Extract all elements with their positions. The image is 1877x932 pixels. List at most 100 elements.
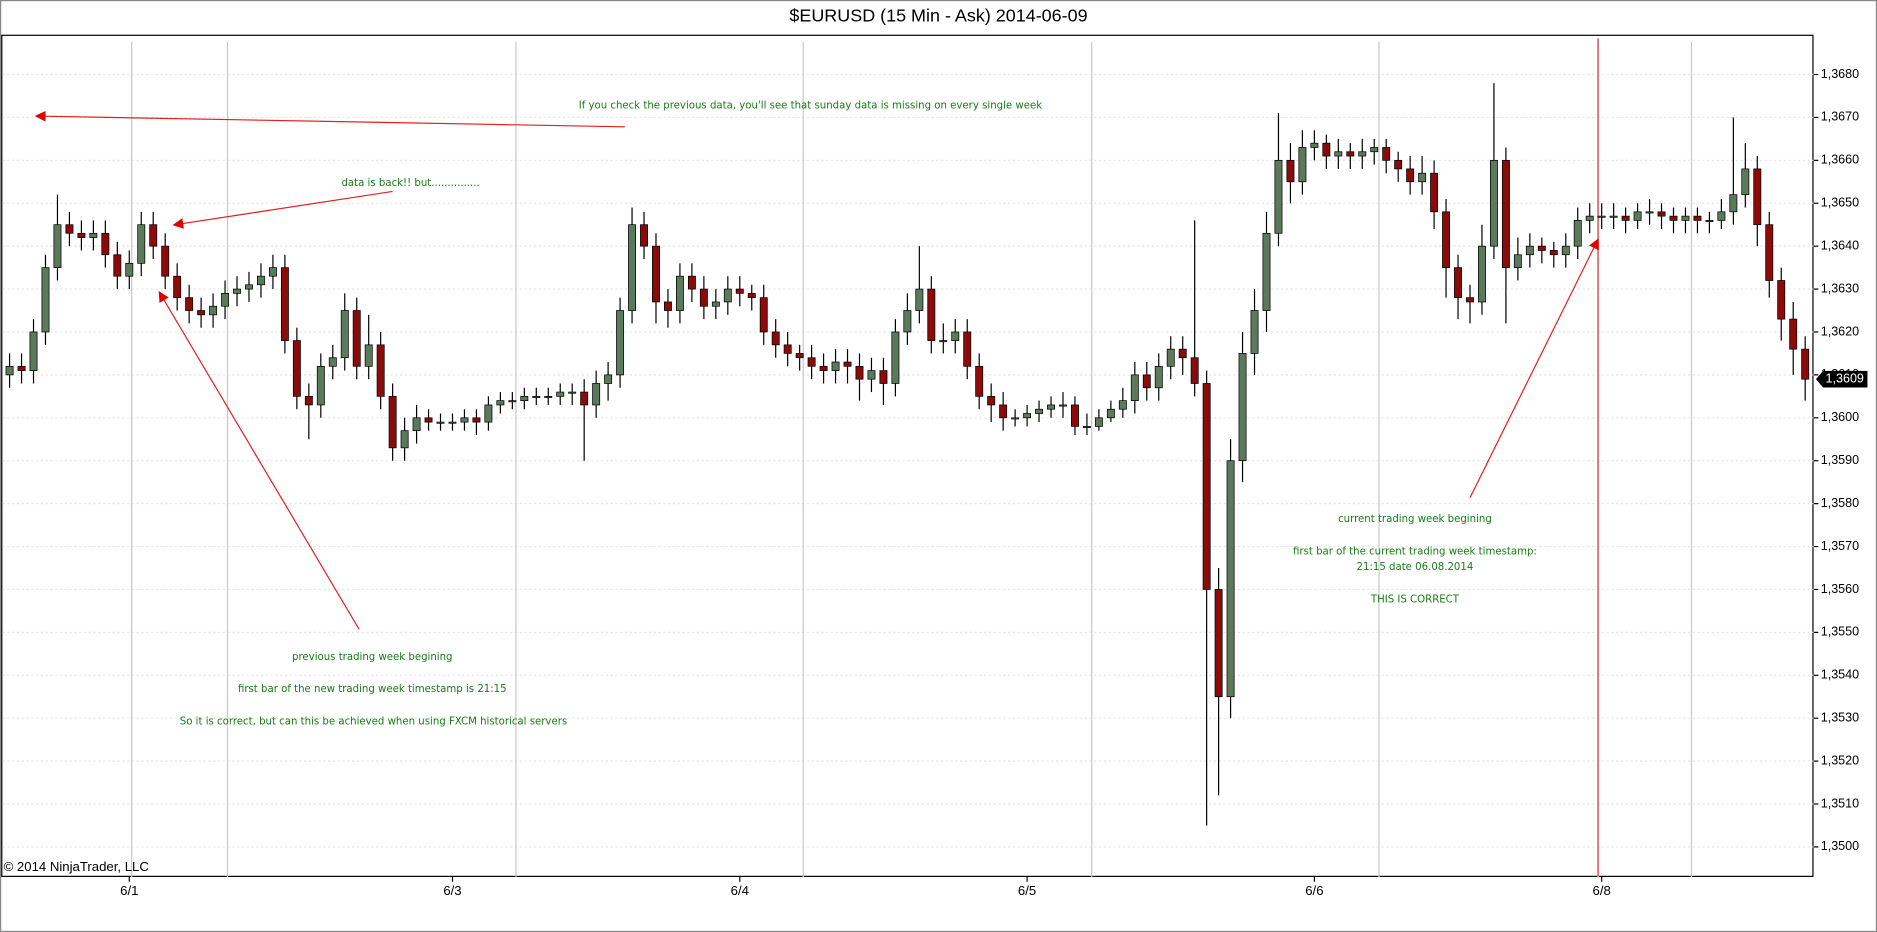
annotations: If you check the previous data, you'll s… [34, 100, 1599, 727]
candle-body [29, 331, 38, 371]
candle-body [1765, 224, 1774, 281]
arrow [34, 110, 625, 128]
candles [5, 83, 1810, 826]
candle-body [1597, 215, 1606, 218]
candle-body [1705, 220, 1714, 222]
candle-body [592, 383, 601, 406]
candle-body [1322, 142, 1331, 157]
candle-body [891, 331, 900, 384]
candle-body [388, 395, 397, 449]
last-price-box [1815, 370, 1868, 388]
candle-body [1442, 211, 1451, 268]
candle-body [1310, 142, 1319, 148]
candle-body [1585, 215, 1594, 221]
candle-body [664, 301, 672, 311]
y-tick-label: 1,3660 [1821, 153, 1859, 167]
candle-body [532, 395, 541, 398]
candle-body [41, 267, 50, 333]
candle-body [544, 395, 553, 398]
candle-body [101, 232, 110, 256]
candle-body [1394, 159, 1403, 170]
candle-body [280, 267, 289, 341]
candle-body [951, 331, 960, 341]
candle-body [556, 391, 565, 397]
candle-body [1633, 211, 1642, 221]
candle-body [1166, 348, 1175, 367]
candle-body [448, 421, 457, 424]
annotation: data is back!! but............... [341, 178, 479, 189]
annotation: first bar of the current trading week ti… [1293, 547, 1537, 558]
candle-body [1777, 280, 1786, 320]
candle-body [161, 245, 170, 277]
candle-body [1130, 374, 1139, 402]
candle-body [460, 417, 469, 423]
candle-body [759, 297, 768, 333]
candle-body [137, 224, 146, 264]
y-tick-label: 1,3590 [1821, 453, 1859, 467]
candle-body [783, 344, 792, 354]
candle-body [328, 357, 337, 367]
candle-body [65, 224, 74, 234]
candle-body [268, 267, 277, 277]
arrow [158, 290, 360, 630]
candle-body [1035, 408, 1044, 414]
candle-body [999, 404, 1008, 419]
candle-body [1334, 151, 1343, 157]
candle-body [915, 288, 924, 311]
annotation: If you check the previous data, you'll s… [579, 100, 1043, 111]
candle-body [1082, 426, 1091, 428]
candle-body [1561, 245, 1570, 256]
candle-body [185, 297, 194, 311]
candle-body [1382, 147, 1391, 161]
candle-body [1059, 404, 1067, 407]
candle-body [197, 310, 206, 316]
candle-body [1250, 310, 1259, 354]
candle-body [1657, 211, 1666, 217]
candle-body [1418, 172, 1427, 183]
x-tick-label: 6/3 [443, 883, 461, 898]
y-tick-label: 1,3680 [1821, 67, 1859, 81]
annotation: THIS IS CORRECT [1370, 594, 1460, 605]
candle-body [1537, 245, 1546, 251]
candle-body [221, 293, 229, 307]
candle-body [1011, 417, 1020, 420]
candle-body [1047, 404, 1055, 410]
candle-body [304, 395, 313, 406]
candle-body [831, 361, 840, 371]
candle-body [1023, 413, 1032, 419]
candle-body [1202, 383, 1211, 590]
candle-body [149, 224, 158, 247]
candle-body [1741, 168, 1750, 196]
candle-body [1573, 220, 1582, 247]
candle-body [1274, 159, 1283, 234]
y-tick-label: 1,3550 [1821, 625, 1859, 639]
candle-body [1154, 365, 1163, 389]
candle-body [400, 430, 409, 449]
candle-body [987, 395, 996, 406]
candle-body [257, 275, 265, 286]
candle-body [508, 400, 517, 403]
candle-body [53, 224, 62, 268]
candle-body [1346, 151, 1355, 157]
y-tick-label: 1,3570 [1821, 539, 1859, 553]
y-tick-label: 1,3530 [1821, 711, 1859, 725]
candle-body [484, 404, 493, 423]
candle-body [819, 365, 828, 371]
candle-body [89, 232, 98, 238]
candle-body [173, 275, 182, 299]
candle-body [1729, 194, 1738, 213]
candle-body [376, 344, 385, 397]
session-lines [131, 38, 1693, 877]
y-tick-label: 1,3540 [1821, 668, 1859, 682]
candle-body [340, 310, 349, 359]
annotation: 21:15 date 06.08.2014 [1357, 562, 1474, 573]
candle-body [1118, 400, 1127, 410]
candle-body [1262, 232, 1271, 311]
candle-body [771, 331, 780, 346]
candle-body [364, 344, 373, 367]
x-tick-label: 6/5 [1018, 883, 1036, 898]
candle-body [292, 340, 301, 397]
y-tick-label: 1,3670 [1821, 110, 1859, 124]
